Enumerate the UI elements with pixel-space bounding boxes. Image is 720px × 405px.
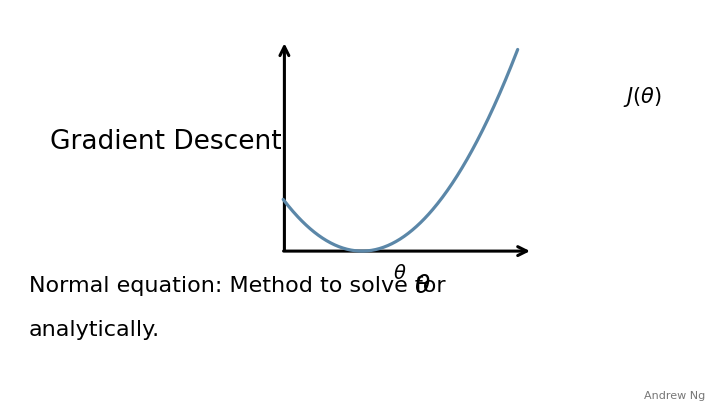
Point: [357, 249, 366, 254]
Text: Andrew Ng: Andrew Ng: [644, 391, 706, 401]
Point: [513, 47, 522, 52]
Text: analytically.: analytically.: [29, 320, 160, 340]
Point: [398, 235, 407, 240]
Line: 288 pts: 288 pts: [283, 49, 518, 251]
Point: [487, 111, 495, 116]
Text: Normal equation: Method to solve for: Normal equation: Method to solve for: [29, 275, 453, 296]
Point: [494, 95, 503, 100]
Text: $\theta$: $\theta$: [414, 273, 431, 298]
Point: [300, 220, 308, 225]
Point: [279, 197, 287, 202]
Point: [477, 131, 485, 136]
Point: [481, 123, 490, 128]
Text: $J(\theta)$: $J(\theta)$: [623, 85, 662, 109]
Text: $\theta$: $\theta$: [393, 264, 406, 283]
Text: Gradient Descent: Gradient Descent: [50, 129, 282, 155]
